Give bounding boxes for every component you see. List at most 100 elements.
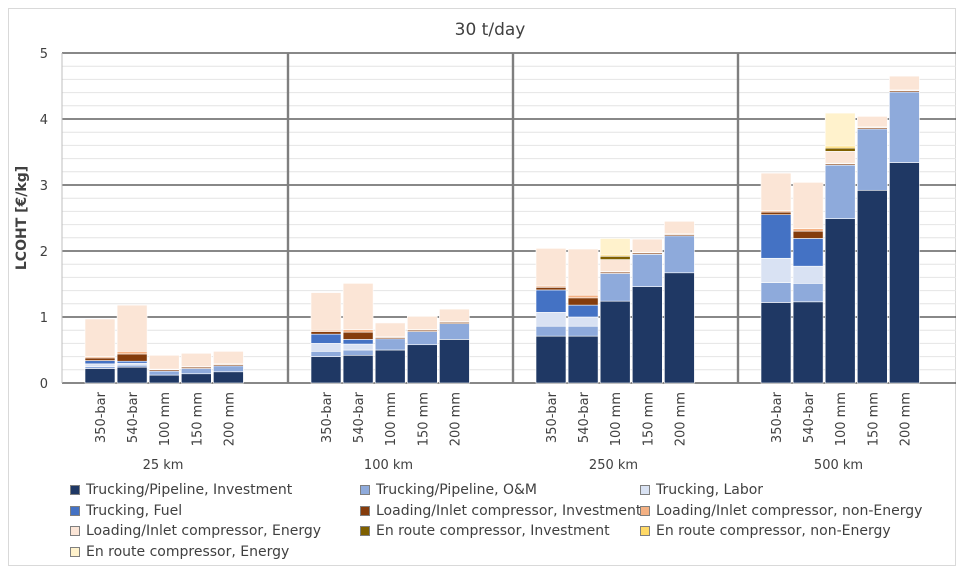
bar-segment bbox=[535, 312, 567, 327]
bar-segment bbox=[439, 323, 470, 340]
bar-segment bbox=[342, 343, 374, 351]
bar-segment bbox=[213, 351, 244, 365]
legend-swatch bbox=[360, 485, 370, 495]
bar-segment bbox=[439, 339, 470, 384]
bar-segment bbox=[181, 352, 212, 367]
bar-segment bbox=[406, 331, 438, 346]
bar-segment bbox=[889, 75, 920, 91]
group-label: 25 km bbox=[143, 458, 184, 473]
legend-swatch bbox=[70, 485, 80, 495]
bar-segment bbox=[310, 356, 342, 384]
bar-segment bbox=[84, 368, 116, 384]
bar-segment bbox=[342, 331, 374, 340]
legend-swatch bbox=[70, 505, 80, 516]
bar-segment bbox=[535, 248, 567, 287]
bar-segment bbox=[181, 368, 212, 375]
category-label: 100 mm bbox=[384, 392, 399, 446]
group-label: 500 km bbox=[814, 458, 863, 473]
y-axis-label: LCOHT [€/kg] bbox=[14, 166, 30, 270]
bar-segment bbox=[856, 128, 888, 191]
y-tick-label: 4 bbox=[40, 113, 48, 128]
bar-segment bbox=[342, 354, 374, 384]
bar-segment bbox=[792, 283, 824, 303]
category-label: 150 mm bbox=[416, 392, 431, 446]
category-label: 200 mm bbox=[222, 392, 237, 446]
bar-segment bbox=[599, 238, 631, 256]
legend-item: Trucking/Pipeline, O&M bbox=[360, 482, 537, 498]
bar-segment bbox=[148, 374, 180, 384]
legend-item: En route compressor, Energy bbox=[70, 544, 289, 560]
legend-label: Loading/Inlet compressor, Investment bbox=[376, 502, 642, 519]
bar-segment bbox=[310, 331, 342, 335]
legend-label: En route compressor, non-Energy bbox=[656, 523, 891, 539]
bar-segment bbox=[374, 338, 406, 351]
bar-segment bbox=[310, 292, 342, 331]
bar-segment bbox=[889, 162, 920, 384]
bar-segment bbox=[342, 339, 374, 345]
bar-segment bbox=[116, 351, 148, 355]
category-label: 100 mm bbox=[158, 392, 173, 446]
bar-segment bbox=[567, 335, 599, 384]
bar-segment bbox=[310, 343, 342, 352]
bar-segment bbox=[567, 248, 599, 296]
y-tick-label: 3 bbox=[40, 179, 48, 194]
category-label: 540-bar bbox=[802, 391, 817, 443]
legend-label: En route compressor, Investment bbox=[376, 523, 610, 539]
legend-label: Loading/Inlet compressor, Energy bbox=[86, 523, 322, 539]
legend-label: En route compressor, Energy bbox=[86, 543, 290, 560]
bar-segment bbox=[535, 286, 567, 291]
y-tick-label: 0 bbox=[40, 377, 48, 392]
bar-segment bbox=[664, 221, 695, 235]
category-label: 540-bar bbox=[352, 391, 367, 443]
bar-segment bbox=[535, 335, 567, 384]
legend-swatch bbox=[640, 505, 650, 516]
legend-label: Loading/Inlet compressor, non-Energy bbox=[656, 502, 923, 519]
bar-segment bbox=[792, 182, 824, 229]
legend-item: En route compressor, Investment bbox=[360, 523, 610, 539]
bar-segment bbox=[148, 354, 180, 370]
bar-segment bbox=[535, 289, 567, 313]
bar-segment bbox=[856, 116, 888, 128]
bar-segment bbox=[599, 300, 631, 384]
bar-segment bbox=[824, 164, 856, 219]
bar-segment bbox=[374, 349, 406, 384]
bar-segment bbox=[760, 214, 792, 259]
legend-label: Trucking, Fuel bbox=[86, 502, 183, 519]
category-label: 350-bar bbox=[320, 391, 335, 443]
y-tick-label: 2 bbox=[40, 245, 48, 260]
legend-item: Loading/Inlet compressor, non-Energy bbox=[640, 503, 922, 519]
bar-segment bbox=[760, 257, 792, 283]
legend-item: Trucking, Fuel bbox=[70, 503, 182, 519]
bar-segment bbox=[631, 286, 663, 384]
legend-item: Loading/Inlet compressor, Energy bbox=[70, 523, 321, 539]
bar-segment bbox=[824, 112, 856, 147]
legend-swatch bbox=[70, 526, 80, 536]
category-label: 150 mm bbox=[866, 392, 881, 446]
legend-item: En route compressor, non-Energy bbox=[640, 523, 891, 539]
bar-segment bbox=[824, 147, 856, 152]
bar-segment bbox=[567, 297, 599, 306]
legend-swatch bbox=[360, 505, 370, 516]
legend-label: Trucking/Pipeline, Investment bbox=[86, 482, 293, 498]
category-label: 200 mm bbox=[898, 392, 913, 446]
bar-segment bbox=[567, 325, 599, 337]
legend-swatch bbox=[360, 526, 370, 536]
bar-segment bbox=[664, 272, 695, 384]
group-label: 100 km bbox=[364, 458, 413, 473]
bar-segment bbox=[116, 304, 148, 352]
category-label: 150 mm bbox=[641, 392, 656, 446]
category-label: 150 mm bbox=[190, 392, 205, 446]
category-label: 350-bar bbox=[94, 391, 109, 443]
legend-swatch bbox=[70, 546, 80, 557]
y-tick-label: 1 bbox=[40, 311, 48, 326]
bar-segment bbox=[116, 353, 148, 362]
bar-segment bbox=[406, 316, 438, 330]
bar-segment bbox=[439, 308, 470, 322]
bar-segment bbox=[84, 363, 116, 367]
legend-swatch bbox=[640, 485, 650, 495]
bar-segment bbox=[567, 304, 599, 318]
bar-segment bbox=[760, 302, 792, 384]
bar-segment bbox=[760, 282, 792, 303]
chart-title: 30 t/day bbox=[455, 20, 526, 40]
